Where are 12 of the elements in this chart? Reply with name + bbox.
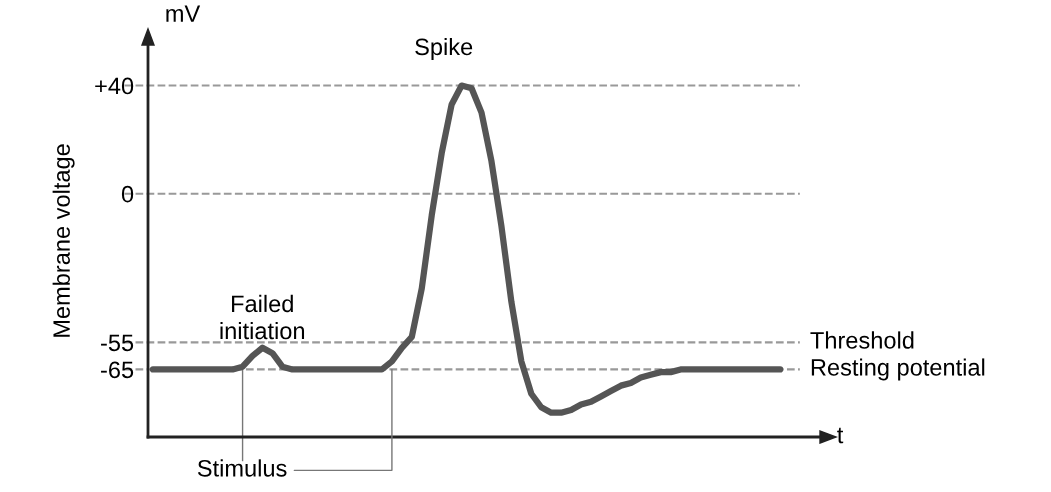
x-axis-title: t: [837, 427, 844, 444]
ref-line-label: Threshold: [810, 331, 914, 349]
y-tick-label: -65: [101, 361, 134, 379]
ref-line-label: Resting potential: [811, 358, 985, 381]
y-tick-label: +40: [95, 77, 134, 95]
annotation: Failed initiation: [220, 294, 305, 340]
y-axis-title: Membrane voltage: [52, 144, 75, 337]
y-tick-label: 0: [121, 185, 134, 203]
y-tick-label: -55: [101, 334, 134, 352]
text: Stimulus: [197, 459, 287, 477]
text: mV: [166, 5, 201, 22]
annotation: Spike: [415, 37, 473, 60]
